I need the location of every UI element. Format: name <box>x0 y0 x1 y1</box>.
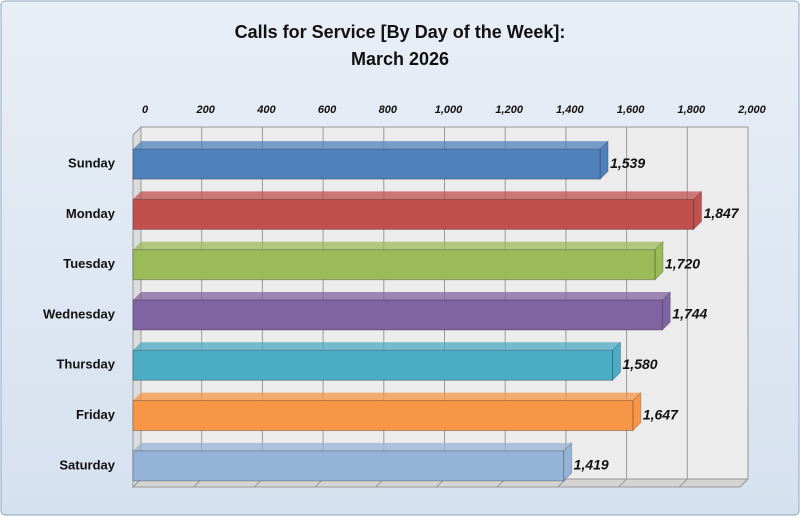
chart-title: March 2026 <box>351 49 449 69</box>
chart-title: Calls for Service [By Day of the Week]: <box>235 22 566 42</box>
floor-grid-line <box>557 478 567 488</box>
bar <box>132 400 634 432</box>
value-label: 1,580 <box>623 356 658 372</box>
bar <box>132 299 663 331</box>
value-label: 1,744 <box>672 306 707 322</box>
floor-grid-line <box>678 478 688 488</box>
y-tick-label: Saturday <box>59 457 115 472</box>
x-tick-label: 1,400 <box>556 104 584 116</box>
x-tick-label: 400 <box>256 104 276 116</box>
floor-grid-line <box>618 478 627 488</box>
y-tick-label: Sunday <box>68 156 116 171</box>
bar <box>132 148 601 180</box>
floor-grid-line <box>739 478 749 488</box>
y-tick-label: Thursday <box>56 357 115 372</box>
bar-top <box>133 141 609 150</box>
bar-top <box>133 241 664 250</box>
x-tick-label: 0 <box>142 104 149 116</box>
value-label: 1,647 <box>643 406 679 422</box>
value-label: 1,847 <box>704 205 740 221</box>
x-tick-label: 200 <box>196 104 216 116</box>
x-tick-label: 600 <box>318 104 337 116</box>
y-tick-label: Monday <box>66 206 116 221</box>
bar-top <box>133 342 621 351</box>
bar <box>132 349 614 381</box>
value-label: 1,539 <box>610 155 645 171</box>
x-tick-label: 2,000 <box>737 104 766 116</box>
bar-top <box>133 392 641 401</box>
x-tick-label: 1,200 <box>495 104 523 116</box>
y-tick-label: Wednesday <box>43 306 116 321</box>
bar-top <box>133 442 572 451</box>
x-tick-label: 800 <box>379 104 398 116</box>
x-tick-label: 1,800 <box>678 104 706 116</box>
bar-top <box>133 292 671 300</box>
value-label: 1,720 <box>665 255 700 271</box>
x-tick-label: 1,000 <box>435 104 463 116</box>
x-tick-label: 1,600 <box>617 104 645 116</box>
bar <box>132 249 656 281</box>
value-label: 1,419 <box>574 457 609 473</box>
bar <box>132 198 695 230</box>
bar-top <box>133 191 702 200</box>
y-tick-label: Tuesday <box>63 256 116 271</box>
bar <box>132 450 565 482</box>
y-tick-label: Friday <box>76 407 116 422</box>
